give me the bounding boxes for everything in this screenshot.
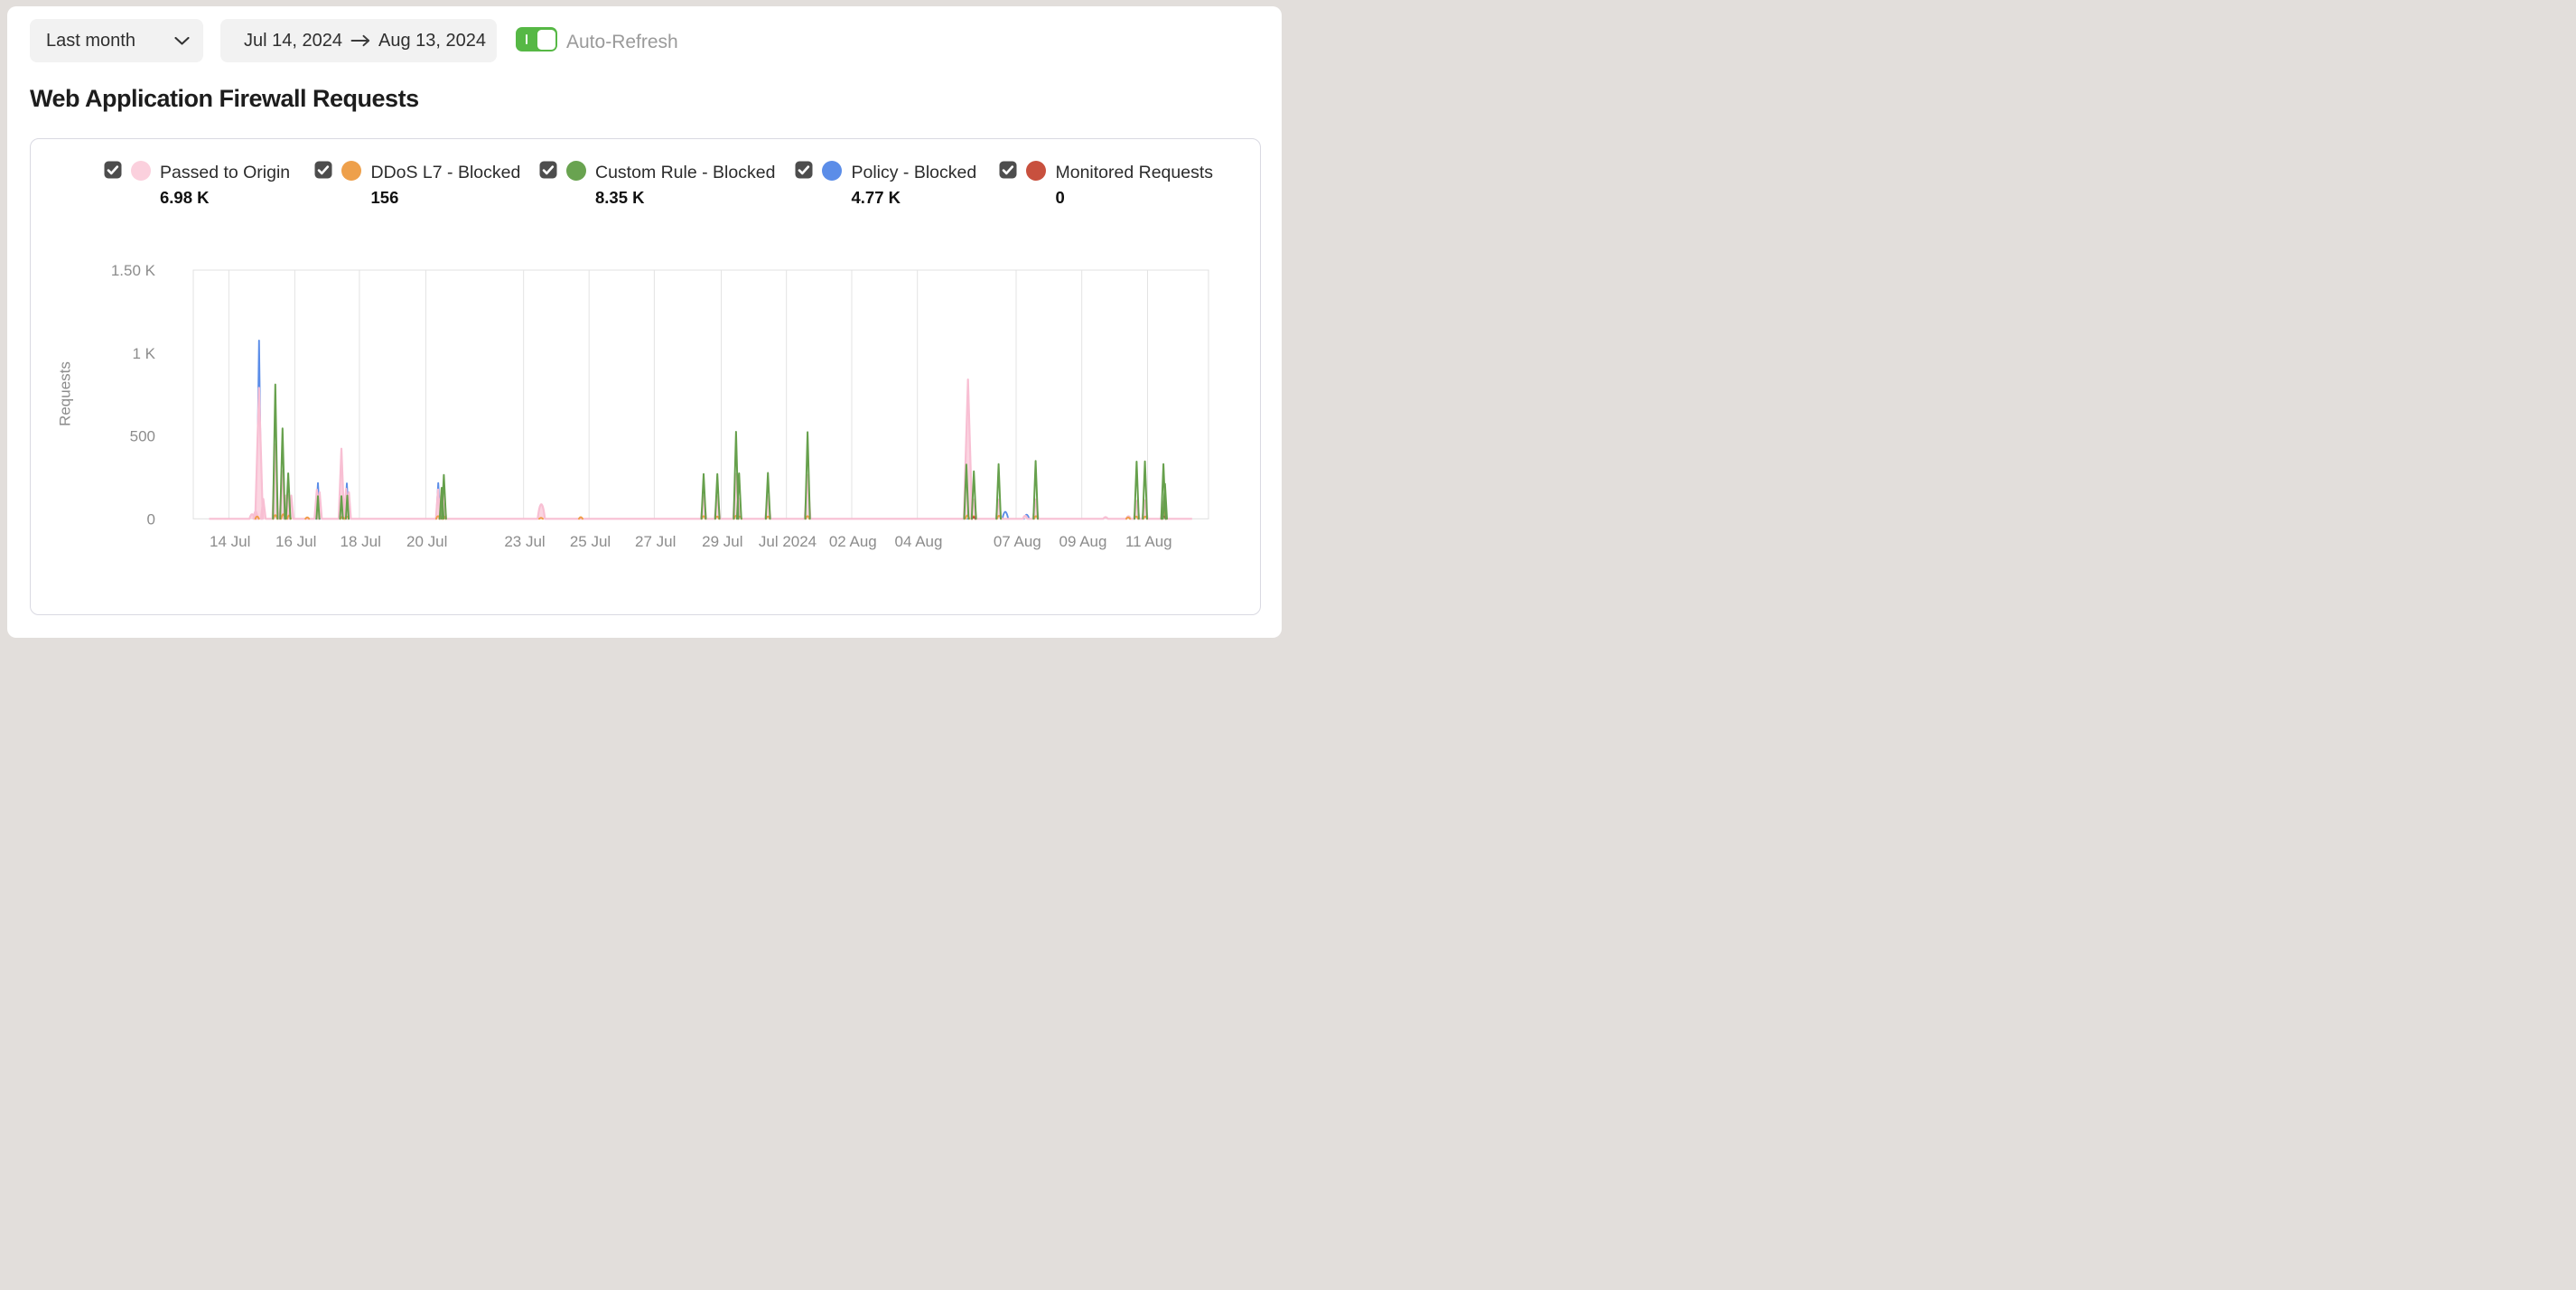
svg-text:07 Aug: 07 Aug: [994, 533, 1041, 550]
svg-text:29 Jul: 29 Jul: [702, 533, 742, 550]
svg-text:Requests: Requests: [57, 361, 74, 426]
svg-text:09 Aug: 09 Aug: [1059, 533, 1107, 550]
svg-text:04 Aug: 04 Aug: [895, 533, 943, 550]
svg-text:1 K: 1 K: [132, 345, 155, 362]
svg-text:0: 0: [147, 510, 155, 528]
svg-text:14 Jul: 14 Jul: [210, 533, 250, 550]
svg-text:11 Aug: 11 Aug: [1125, 533, 1172, 550]
svg-text:500: 500: [130, 428, 155, 445]
svg-text:16 Jul: 16 Jul: [275, 533, 316, 550]
svg-text:20 Jul: 20 Jul: [406, 533, 447, 550]
svg-text:02 Aug: 02 Aug: [829, 533, 877, 550]
svg-text:27 Jul: 27 Jul: [635, 533, 676, 550]
svg-text:Jul 2024: Jul 2024: [759, 533, 817, 550]
svg-text:18 Jul: 18 Jul: [341, 533, 381, 550]
svg-text:23 Jul: 23 Jul: [504, 533, 545, 550]
svg-text:1.50 K: 1.50 K: [111, 262, 156, 279]
svg-text:25 Jul: 25 Jul: [570, 533, 611, 550]
